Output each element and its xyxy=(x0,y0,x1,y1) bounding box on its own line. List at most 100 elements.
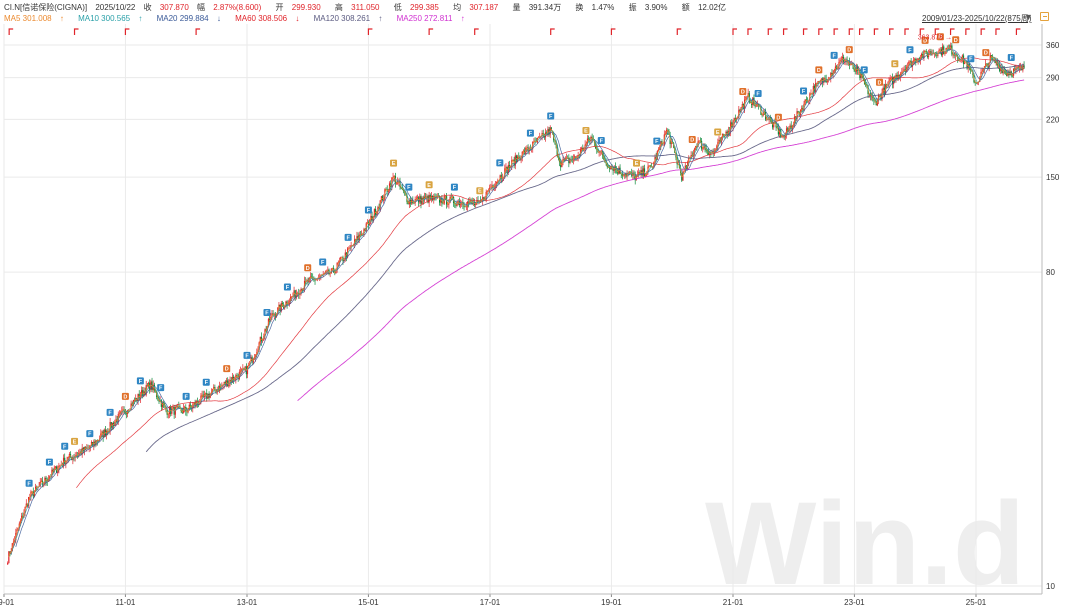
event-marker-box xyxy=(891,60,899,68)
event-marker-label: F xyxy=(407,185,411,191)
event-marker-f: F xyxy=(263,309,271,317)
event-marker-label: D xyxy=(923,38,927,44)
event-marker-f: F xyxy=(754,90,762,98)
event-marker-d: D xyxy=(304,264,312,272)
event-marker-box xyxy=(688,136,696,144)
event-marker-label: F xyxy=(367,208,371,214)
event-marker-box xyxy=(304,264,312,272)
event-marker-label: F xyxy=(655,139,659,145)
event-marker-label: F xyxy=(453,185,457,191)
flag-marker xyxy=(904,28,909,35)
event-marker-box xyxy=(547,112,555,120)
event-marker-d: D xyxy=(952,36,960,44)
event-marker-box xyxy=(860,66,868,74)
event-marker-e: E xyxy=(476,187,484,195)
amplitude-field: 振 3.90% xyxy=(628,3,668,12)
flag-marker xyxy=(367,28,373,35)
event-marker-d: D xyxy=(774,113,782,121)
flag-marker xyxy=(919,28,925,35)
event-marker-box xyxy=(283,283,291,291)
turnover-field: 换 1.47% xyxy=(575,3,615,12)
ma20-legend: MA20 299.884 ↓ xyxy=(156,14,221,23)
event-marker-label: F xyxy=(184,394,188,400)
x-tick-label: 09-01 xyxy=(0,598,15,605)
event-marker-box xyxy=(754,90,762,98)
event-marker-box xyxy=(936,33,944,41)
flag-marker xyxy=(889,28,894,35)
flag-marker xyxy=(73,28,79,35)
event-marker-box xyxy=(121,392,129,400)
flag-marker xyxy=(949,28,955,35)
event-marker-box xyxy=(774,113,782,121)
event-marker-box xyxy=(496,159,504,167)
event-marker-e: E xyxy=(390,159,398,167)
volume-field: 量 391.34万 xyxy=(512,3,562,12)
event-marker-box xyxy=(243,351,251,359)
x-tick-label: 11-01 xyxy=(115,598,135,605)
event-marker-d: D xyxy=(739,88,747,96)
open-field: 开 299.930 xyxy=(275,3,321,12)
candle-body xyxy=(7,563,9,565)
flag-marker-layer xyxy=(8,28,1021,35)
flag-marker xyxy=(833,28,839,35)
event-marker-f: F xyxy=(136,377,144,385)
change-field: 幅 2.87%(8.600) xyxy=(197,3,262,12)
flag-marker xyxy=(676,28,682,35)
event-marker-f: F xyxy=(319,258,327,266)
event-marker-label: E xyxy=(635,161,639,167)
event-marker-box xyxy=(633,159,641,167)
date-range-selector[interactable]: 2009/01/23-2025/10/22(875周) xyxy=(922,14,1032,23)
event-marker-label: E xyxy=(427,183,431,189)
event-marker-f: F xyxy=(597,136,605,144)
event-marker-d: D xyxy=(688,136,696,144)
event-marker-d: D xyxy=(223,365,231,373)
ma-legend: MA5 301.008 ↑ MA10 300.565 ↑ MA20 299.88… xyxy=(4,13,477,24)
event-marker-label: E xyxy=(584,129,588,135)
event-marker-label: F xyxy=(159,386,163,392)
event-marker-label: D xyxy=(847,48,851,54)
event-marker-box xyxy=(182,392,190,400)
event-marker-box xyxy=(25,479,33,487)
expand-panel-icon[interactable] xyxy=(1040,12,1049,21)
ma250-legend: MA250 272.811 ↑ xyxy=(396,14,465,23)
event-marker-label: F xyxy=(549,114,553,120)
watermark-layer: Win.d xyxy=(705,478,1025,605)
event-marker-f: F xyxy=(106,408,114,416)
event-marker-f: F xyxy=(1007,53,1015,61)
range-dropdown-icon[interactable]: ▼ xyxy=(1024,12,1033,22)
y-tick-label: 360 xyxy=(1046,41,1060,50)
event-marker-box xyxy=(136,377,144,385)
event-marker-label: F xyxy=(863,68,867,74)
event-marker-f: F xyxy=(860,66,868,74)
event-marker-label: F xyxy=(245,353,249,359)
flag-marker xyxy=(782,28,788,35)
event-marker-f: F xyxy=(283,283,291,291)
event-marker-f: F xyxy=(906,46,914,54)
event-marker-label: F xyxy=(1010,55,1014,61)
event-marker-box xyxy=(71,437,79,445)
event-marker-label: F xyxy=(756,92,760,98)
flag-marker xyxy=(732,28,737,35)
event-marker-label: F xyxy=(48,460,52,466)
event-marker-box xyxy=(876,78,884,86)
event-marker-box xyxy=(106,408,114,416)
event-marker-box xyxy=(921,36,929,44)
flag-marker xyxy=(428,28,434,35)
flag-marker xyxy=(474,28,479,35)
event-marker-box xyxy=(906,46,914,54)
event-marker-d: D xyxy=(921,36,929,44)
event-marker-f: F xyxy=(25,479,33,487)
event-marker-label: D xyxy=(123,394,127,400)
event-marker-box xyxy=(967,55,975,63)
event-marker-box xyxy=(223,365,231,373)
event-marker-f: F xyxy=(830,51,838,59)
price-chart[interactable]: Win.d F F F E F F D F F F F D F F F D F F F E F E F E F F F E F E F D E D… xyxy=(0,24,1080,605)
event-marker-label: E xyxy=(392,161,396,167)
x-tick-label: 25-01 xyxy=(966,598,987,605)
x-tick-label: 15-01 xyxy=(358,598,379,605)
event-marker-d: D xyxy=(936,33,944,41)
event-marker-f: F xyxy=(61,442,69,450)
event-marker-label: F xyxy=(802,89,806,95)
event-marker-e: E xyxy=(582,127,590,135)
event-marker-f: F xyxy=(653,137,661,145)
